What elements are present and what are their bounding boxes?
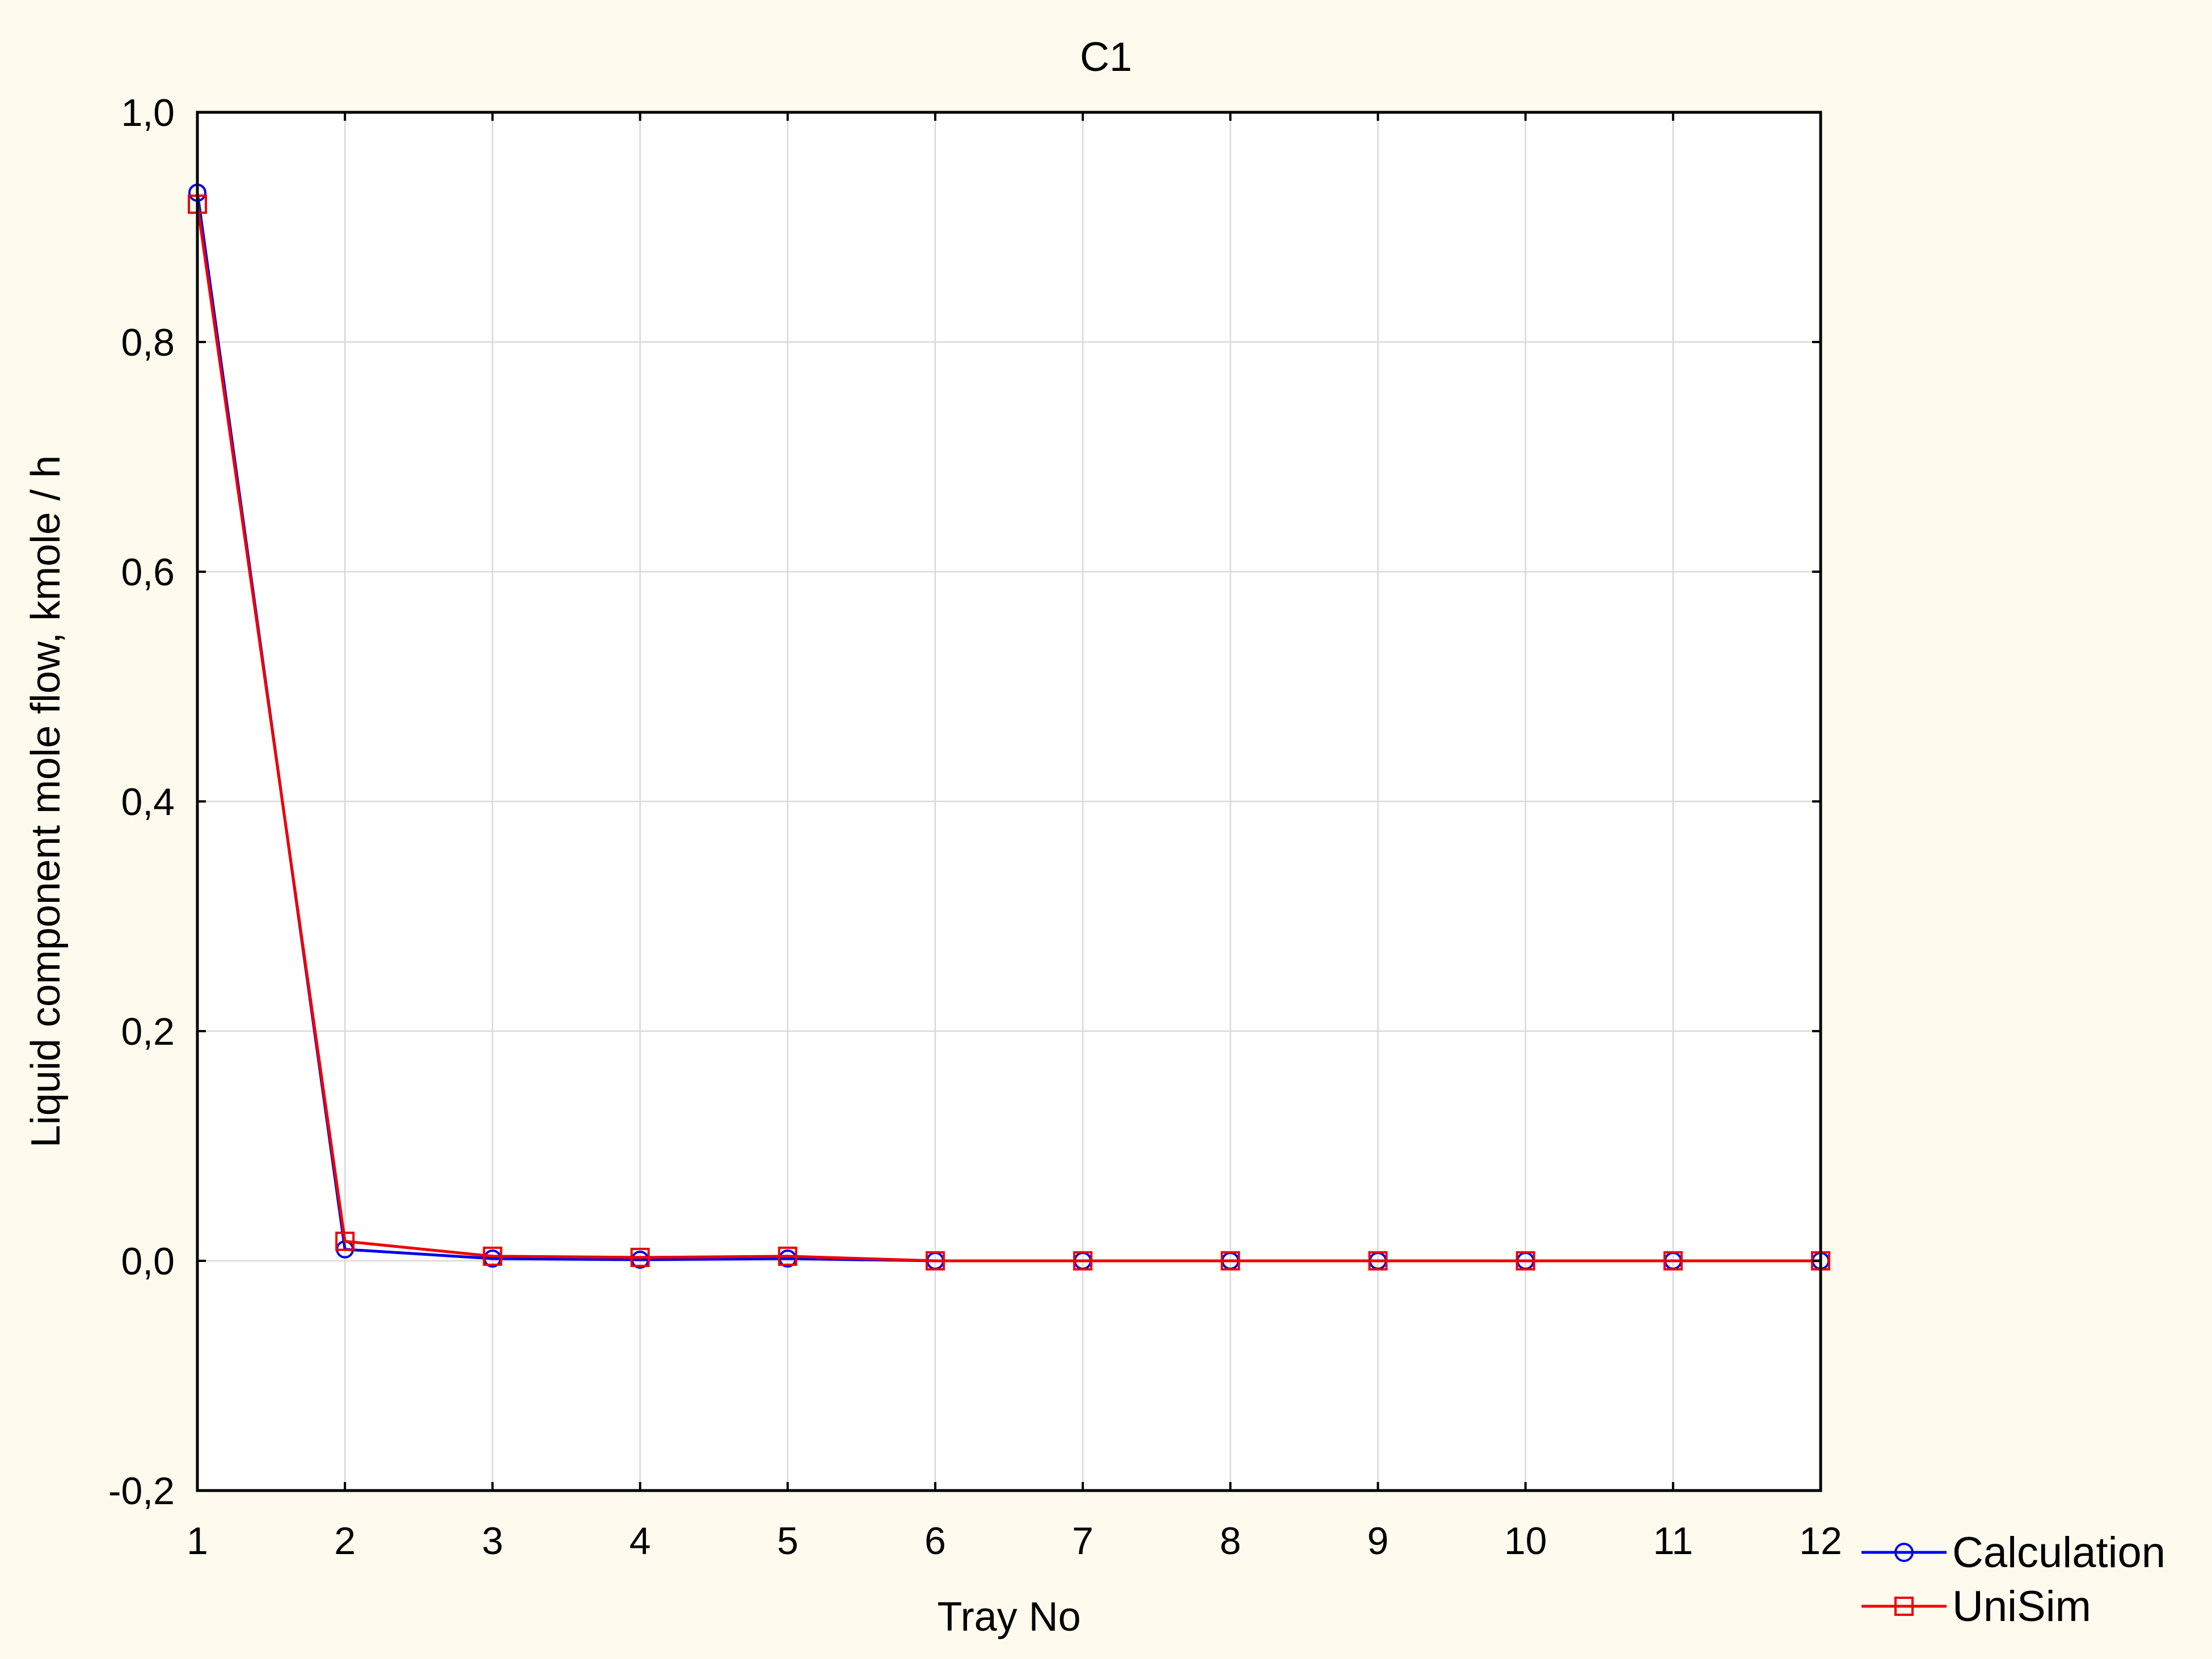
ticks: 1 2 3 4 5 6 7 8 9 10 11 121,00,80,60,40,20,0-0,2 <box>108 91 1842 1563</box>
x-axis-title: Tray No <box>937 1594 1080 1640</box>
y-tick-label: 0,6 <box>121 551 175 594</box>
x-tick-label: 12 <box>1799 1519 1842 1563</box>
y-tick-label: 0,2 <box>121 1010 175 1053</box>
data-point-unisim <box>630 1247 650 1267</box>
legend: Calculation UniSim <box>1861 1529 2165 1631</box>
data-point-unisim <box>1663 1251 1683 1270</box>
legend-marker-square-icon <box>1894 1597 1914 1616</box>
y-tick-label: 0,4 <box>121 780 175 824</box>
y-tick-label: 0,0 <box>121 1240 175 1283</box>
y-tick-label: -0,2 <box>108 1470 175 1513</box>
legend-item-calculation: Calculation <box>1861 1529 2165 1577</box>
data-point-unisim <box>335 1231 355 1251</box>
y-tick-label: 0,8 <box>121 321 175 364</box>
legend-label-unisim: UniSim <box>1952 1582 2091 1631</box>
y-axis-title: Liquid component mole flow, kmole / h <box>23 455 69 1148</box>
legend-marker-circle-icon <box>1894 1543 1914 1562</box>
data-point-unisim <box>1221 1251 1240 1270</box>
x-tick-label: 11 <box>1653 1519 1694 1563</box>
x-tick-label: 8 <box>1219 1519 1241 1563</box>
series-unisim <box>188 195 1830 1270</box>
x-tick-label: 4 <box>630 1519 651 1563</box>
series-line-unisim <box>196 204 1821 1263</box>
x-tick-label: 3 <box>482 1519 503 1563</box>
x-tick-label: 9 <box>1367 1519 1389 1563</box>
data-point-unisim <box>1516 1251 1535 1270</box>
x-tick-label: 7 <box>1072 1519 1094 1563</box>
chart-title: C1 <box>1080 35 1132 80</box>
data-point-unisim <box>483 1246 503 1266</box>
data-point-unisim <box>1073 1251 1093 1270</box>
y-tick-label: 1,0 <box>121 91 175 134</box>
x-tick-label: 1 <box>187 1519 208 1563</box>
x-tick-label: 10 <box>1504 1519 1547 1563</box>
data-point-unisim <box>1368 1251 1388 1270</box>
data-point-unisim <box>778 1246 797 1266</box>
x-tick-label: 6 <box>925 1519 946 1563</box>
x-tick-label: 5 <box>777 1519 799 1563</box>
x-tick-label: 2 <box>334 1519 356 1563</box>
data-point-unisim <box>925 1251 945 1270</box>
legend-item-unisim: UniSim <box>1861 1582 2091 1631</box>
legend-label-calculation: Calculation <box>1952 1529 2165 1577</box>
